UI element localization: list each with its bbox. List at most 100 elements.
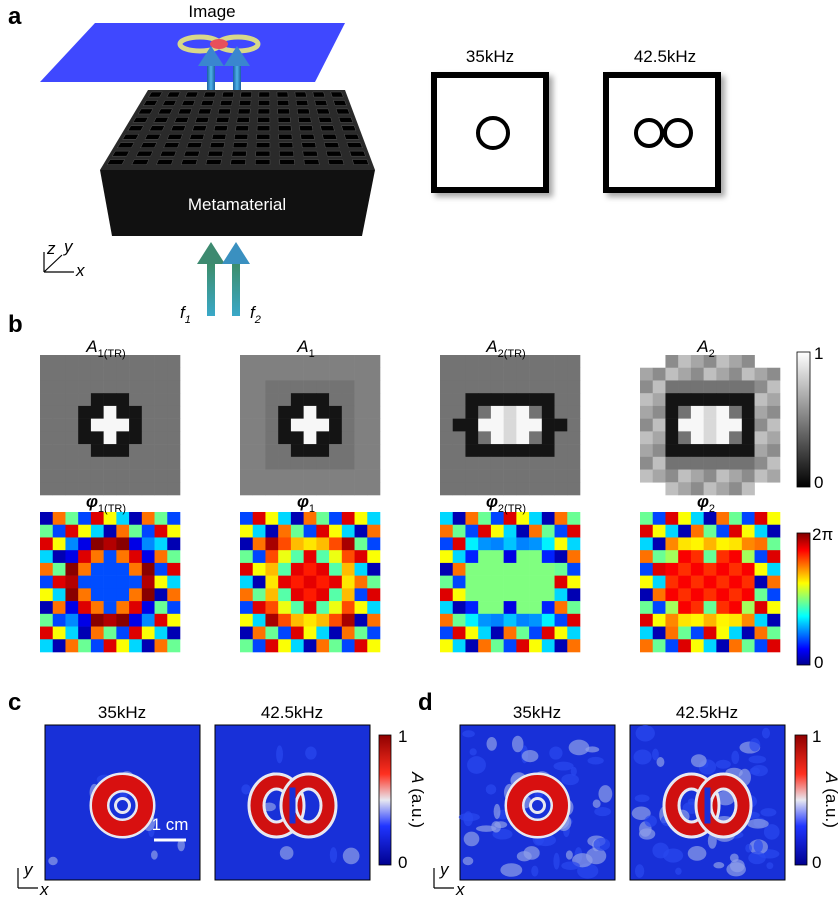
phase-cell: [665, 562, 679, 576]
map-blob: [531, 865, 539, 877]
phase-cell: [52, 562, 66, 576]
amplitude-cell: [465, 380, 479, 394]
map-blob: [469, 748, 477, 756]
phase-cell: [516, 537, 530, 551]
phase-cell: [503, 562, 517, 576]
phase-cell: [703, 601, 717, 615]
amplitude-cell: [329, 405, 343, 419]
phase-cell: [503, 550, 517, 564]
phase-cell: [240, 512, 254, 526]
map-blob: [262, 802, 276, 812]
amplitude-cell: [154, 444, 168, 458]
phase-cell: [129, 562, 143, 576]
amplitude-cell: [52, 367, 66, 381]
amplitude-cell: [529, 431, 543, 445]
amplitude-cell: [690, 380, 704, 394]
amplitude-cell: [52, 405, 66, 419]
phase-cell: [354, 601, 368, 615]
phase-cell: [90, 613, 104, 627]
amplitude-cell: [52, 469, 66, 483]
map-blob: [748, 755, 767, 764]
phase-title: φ1: [297, 492, 315, 515]
amplitude-cell: [440, 469, 454, 483]
amplitude-cell: [690, 393, 704, 407]
amplitude-cell: [516, 456, 530, 470]
amplitude-cell: [465, 418, 479, 432]
unit-cell: [297, 117, 312, 123]
amplitude-cell: [767, 380, 781, 394]
amplitude-cell: [252, 405, 266, 419]
amplitude-cell: [554, 444, 568, 458]
amplitude-cell: [329, 431, 343, 445]
unit-cell: [237, 108, 251, 115]
phase-cell: [703, 537, 717, 551]
unit-cell: [235, 125, 250, 132]
phase-cell: [154, 639, 168, 653]
amplitude-cell: [754, 456, 768, 470]
subscript: 1: [185, 314, 191, 326]
amplitude-cell: [290, 405, 304, 419]
phase-cell: [503, 613, 517, 627]
amplitude-cell: [452, 367, 466, 381]
phase-cell: [52, 639, 66, 653]
amplitude-cell: [354, 431, 368, 445]
phase-cell: [65, 550, 79, 564]
phase-cell: [678, 613, 692, 627]
phase-cell: [141, 512, 155, 526]
unit-cell: [166, 133, 183, 140]
amplitude-cell: [665, 418, 679, 432]
phase-cell: [303, 537, 317, 551]
phase-cell: [554, 613, 568, 627]
phase-cell: [440, 613, 454, 627]
phase-cell: [129, 588, 143, 602]
phase-cell: [65, 512, 79, 526]
amplitude-cell: [478, 469, 492, 483]
amplitude-cell: [141, 431, 155, 445]
phase-cell: [554, 588, 568, 602]
phase-cell: [341, 639, 355, 653]
amplitude-cell: [116, 431, 130, 445]
amplitude-cell: [78, 380, 92, 394]
amplitude-cell: [329, 482, 343, 496]
phase-cell: [290, 575, 304, 589]
phase-cell: [767, 639, 781, 653]
amplitude-cell: [516, 482, 530, 496]
unit-cell: [303, 159, 320, 165]
phase-cell: [116, 626, 130, 640]
amplitude-cell: [40, 355, 54, 369]
phase-cell: [678, 601, 692, 615]
phase-cell: [703, 562, 717, 576]
unit-cell: [205, 159, 222, 165]
amplitude-cell: [690, 469, 704, 483]
ring: [507, 775, 568, 836]
unit-cell: [221, 91, 235, 98]
amplitude-cell: [116, 456, 130, 470]
amplitude-cell: [478, 355, 492, 369]
amplitude-cell: [703, 405, 717, 419]
phase-cell: [303, 512, 317, 526]
amplitude-cell: [265, 380, 279, 394]
map-title: 42.5kHz: [261, 703, 323, 722]
phase-cell: [303, 601, 317, 615]
unit-cell: [351, 159, 370, 165]
unit-cell: [207, 150, 224, 157]
amplitude-cell: [316, 469, 330, 483]
phase-cell: [154, 512, 168, 526]
phase-cell: [367, 562, 381, 576]
amplitude-cell: [65, 431, 79, 445]
axis-z: z: [46, 239, 56, 258]
unit-cell: [148, 91, 163, 98]
phase-cell: [741, 562, 755, 576]
phase-cell: [652, 613, 666, 627]
unit-cell: [302, 150, 319, 157]
amplitude-cell: [729, 418, 743, 432]
amplitude-cell: [278, 418, 292, 432]
phase-cell: [252, 626, 266, 640]
amplitude-cell: [452, 431, 466, 445]
amplitude-cell: [141, 482, 155, 496]
amplitude-cell: [278, 367, 292, 381]
amplitude-cell: [316, 418, 330, 432]
phase-cell: [716, 626, 730, 640]
amplitude-cell: [290, 444, 304, 458]
phase-cell: [741, 575, 755, 589]
